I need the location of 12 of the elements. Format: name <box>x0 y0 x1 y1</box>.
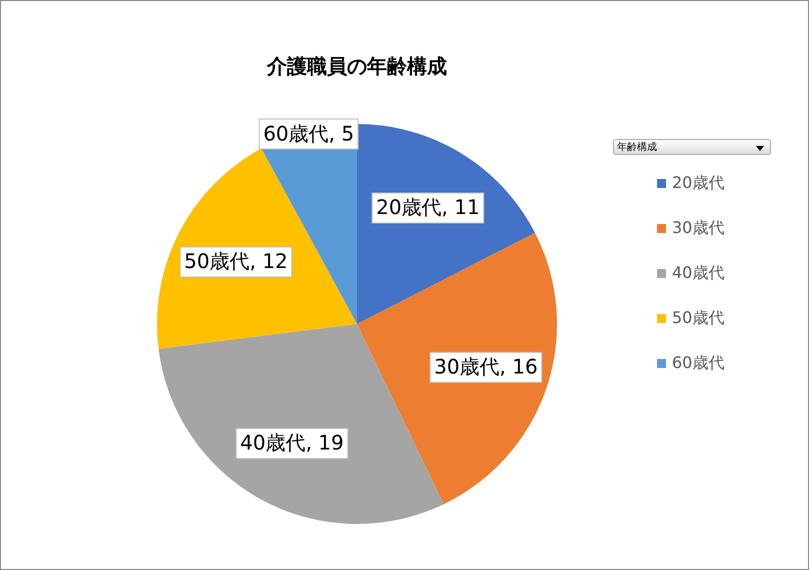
legend-label: 30歳代 <box>671 218 724 239</box>
legend-label: 20歳代 <box>671 173 724 194</box>
chart-title: 介護職員の年齢構成 <box>266 53 448 80</box>
legend-label: 50歳代 <box>671 308 724 329</box>
data-label: 60歳代, 5 <box>263 121 354 146</box>
legend-label: 40歳代 <box>671 263 724 284</box>
legend-label: 60歳代 <box>671 353 724 374</box>
data-label: 40歳代, 19 <box>240 430 344 455</box>
data-label: 30歳代, 16 <box>434 354 538 379</box>
data-label: 50歳代, 12 <box>184 249 288 274</box>
legend-title: 年齢構成 <box>613 139 771 155</box>
data-label: 20歳代, 11 <box>376 195 480 220</box>
